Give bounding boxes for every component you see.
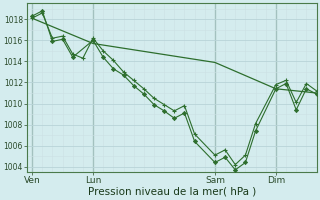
X-axis label: Pression niveau de la mer( hPa ): Pression niveau de la mer( hPa ): [88, 187, 256, 197]
